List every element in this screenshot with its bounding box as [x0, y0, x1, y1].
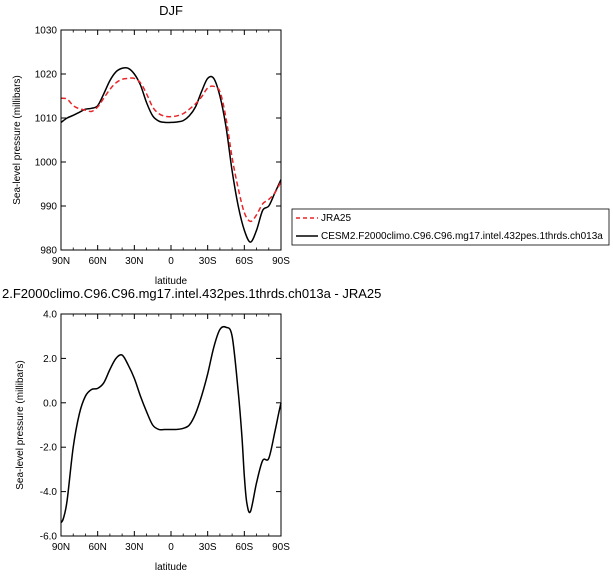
- chart-title-top: DJF: [159, 3, 183, 18]
- x-tick-label: 60S: [235, 542, 253, 553]
- x-tick-label: 90N: [52, 256, 70, 267]
- y-tick-label: -6.0: [40, 532, 58, 543]
- chart-panel-top: DJF 90N 60N 30N 0 30S 60S 90S 980 990 1000 1010 102…: [12, 3, 290, 287]
- y-tick-label: 980: [40, 246, 57, 257]
- x-tick-label: 90S: [272, 256, 290, 267]
- plot-frame-bottom: [60, 313, 282, 537]
- y-tick-label: 4.0: [43, 310, 57, 321]
- y-tick-label: 990: [40, 202, 57, 213]
- y-tick-label: 2.0: [43, 354, 57, 365]
- y-tick-label: 1010: [35, 114, 58, 125]
- series-line-difference: [60, 325, 282, 524]
- chart-title-bottom: 2.F2000climo.C96.C96.mg17.intel.432pes.1…: [2, 286, 381, 301]
- legend-box: [291, 208, 610, 246]
- y-tick-label: -4.0: [40, 487, 58, 498]
- x-tick-label: 30S: [199, 256, 217, 267]
- x-tick-label: 60N: [88, 542, 106, 553]
- x-tick-label: 60S: [235, 256, 253, 267]
- x-tick-label: 0: [168, 256, 174, 267]
- y-axis-label-bottom: Sea-level pressure (millibars): [15, 360, 26, 489]
- x-tick-label: 0: [168, 542, 174, 553]
- x-tick-label: 30S: [199, 542, 217, 553]
- y-axis-label-top: Sea-level pressure (millibars): [12, 75, 23, 204]
- legend: JRA25 CESM2.F2000climo.C96.C96.mg17.inte…: [291, 208, 610, 246]
- chart-panel-bottom: 2.F2000climo.C96.C96.mg17.intel.432pes.1…: [2, 286, 381, 573]
- plot-frame-top: [60, 29, 282, 251]
- y-tick-label: 1030: [35, 26, 58, 37]
- x-tick-label: 30N: [125, 256, 143, 267]
- x-tick-label: 90N: [52, 542, 70, 553]
- x-axis-label-top: latitude: [155, 276, 188, 287]
- x-tick-label: 60N: [88, 256, 106, 267]
- x-tick-label: 90S: [272, 542, 290, 553]
- legend-label-jra25: JRA25: [321, 213, 351, 224]
- series-line-cesm2: [60, 66, 282, 243]
- y-tick-label: 1020: [35, 70, 58, 81]
- series-line-jra25: [60, 77, 282, 223]
- y-tick-label: -2.0: [40, 443, 58, 454]
- legend-label-cesm2: CESM2.F2000climo.C96.C96.mg17.intel.432p…: [321, 231, 603, 242]
- x-tick-label: 30N: [125, 542, 143, 553]
- y-tick-label: 0.0: [43, 398, 57, 409]
- x-axis-label-bottom: latitude: [155, 562, 188, 573]
- y-tick-label: 1000: [35, 158, 58, 169]
